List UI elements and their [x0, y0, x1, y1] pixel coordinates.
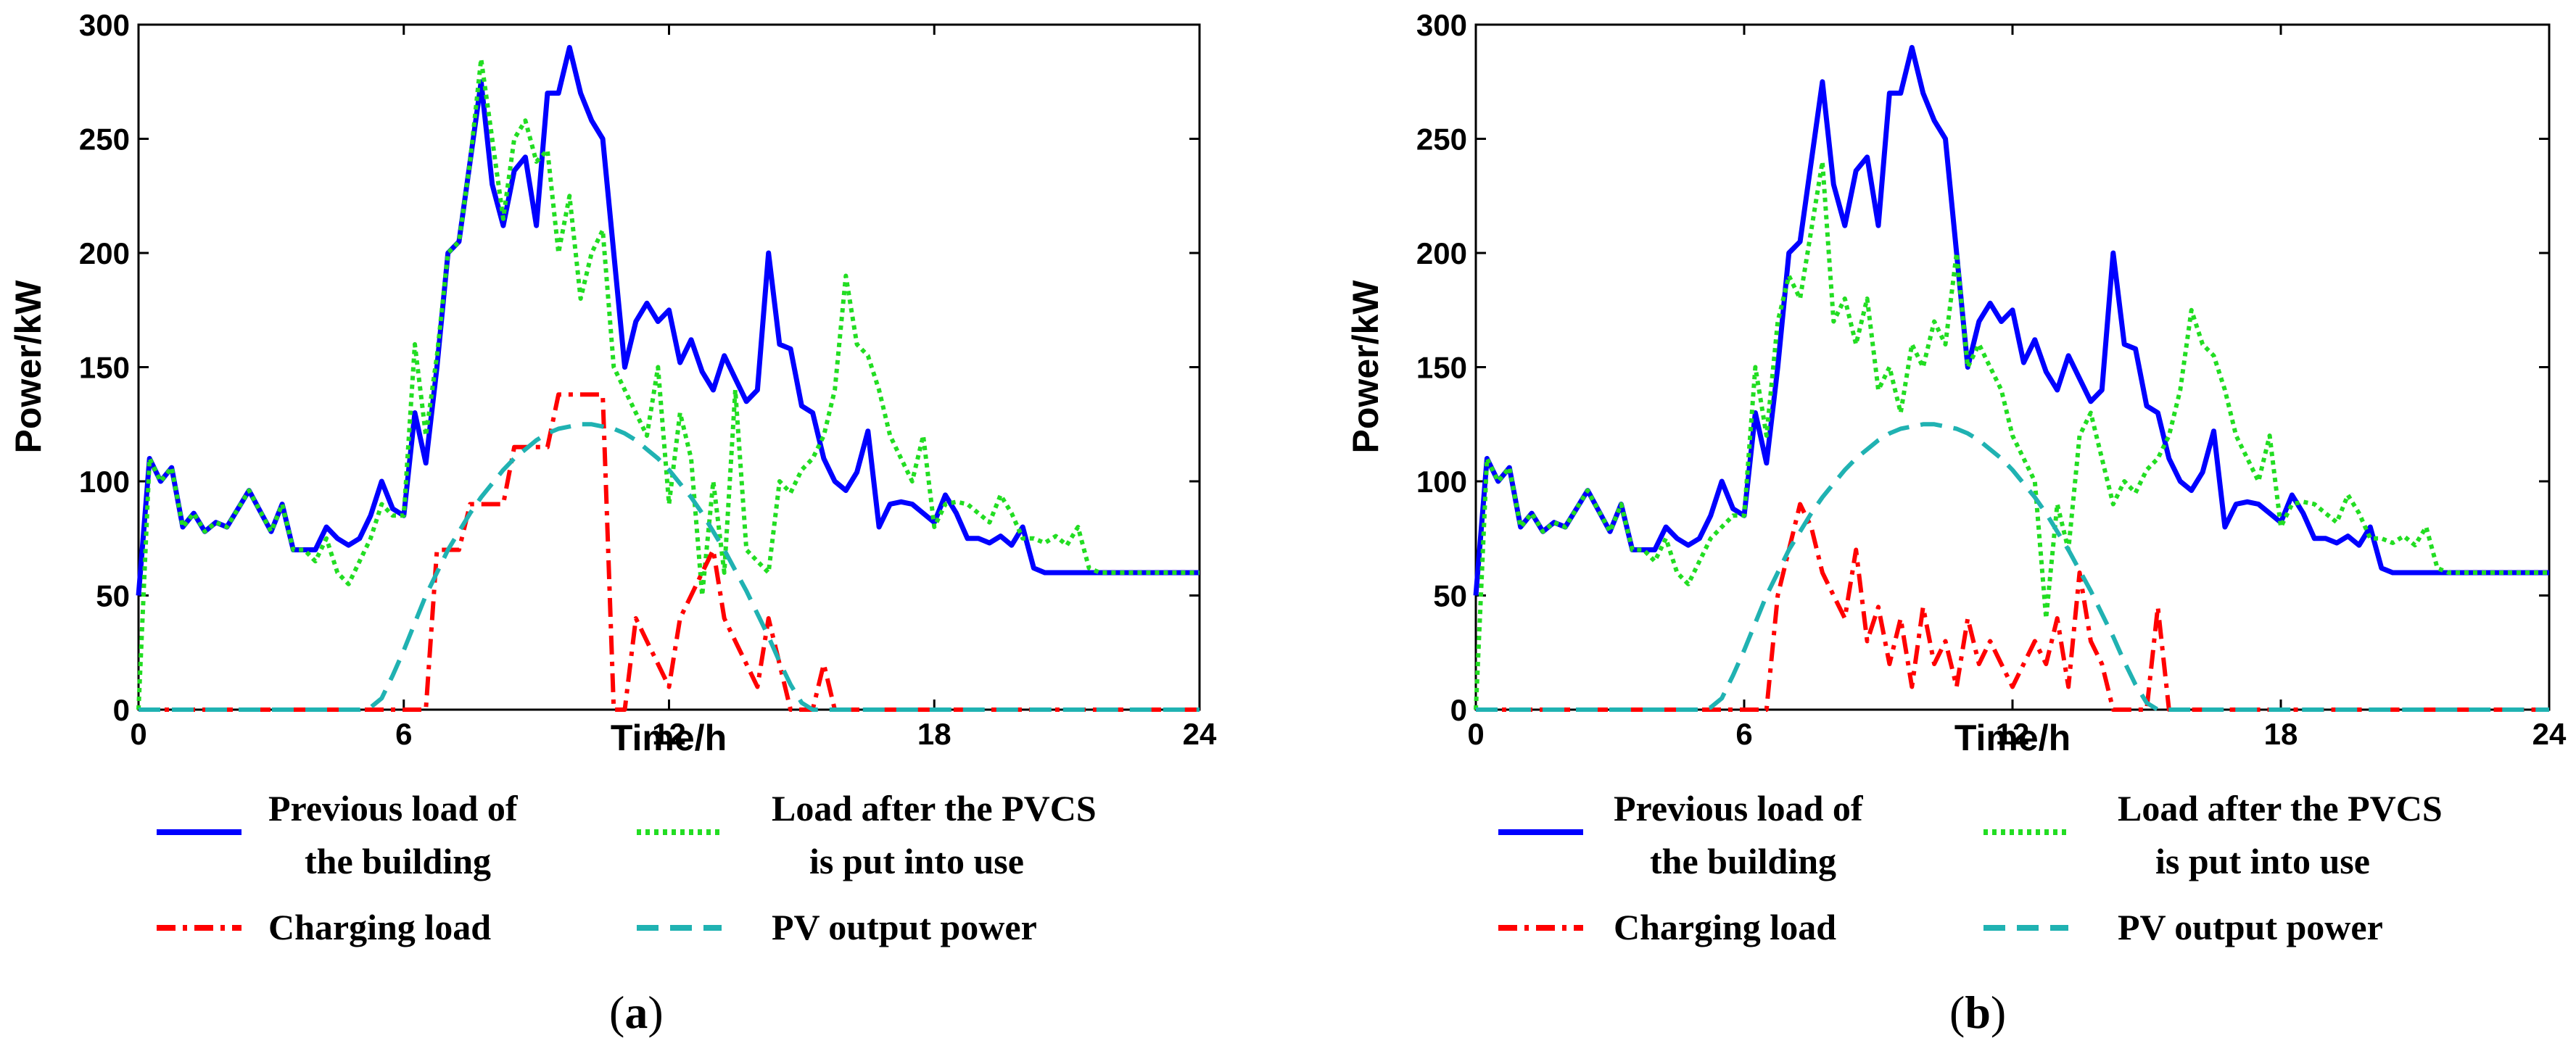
panel-b-xtick-label-0: 0 [1467, 717, 1484, 751]
panel-a-xtick-label-0: 0 [130, 717, 146, 751]
panel-a-ytick-label-3: 150 [79, 351, 130, 385]
legend-b-load-after-line2: is put into use [2155, 841, 2370, 881]
legend-a-pv-label: PV output power [772, 907, 1037, 947]
panel-b-ticks [1474, 23, 2551, 711]
panel-b-xtick-label-2: 12 [1996, 717, 2030, 751]
panel-b: 0 6 12 18 24 0 50 100 150 200 250 300 Time/h Power/… [1345, 8, 2567, 758]
panel-a-xtick-label-2: 12 [652, 717, 686, 751]
panel-b-series-previous-load [1473, 45, 2549, 596]
panel-b-ytick-label-1: 50 [1433, 579, 1467, 613]
panel-b-xtick-label-3: 18 [2264, 717, 2298, 751]
panel-a-ytick-label-0: 0 [113, 693, 130, 727]
legend-a-previous-load-line2: the building [305, 841, 491, 881]
panel-a-ytick-label-2: 100 [79, 465, 130, 499]
panel-a-ytick-label-1: 50 [96, 579, 130, 613]
panel-b-series-load-after-pvcs [1474, 159, 2549, 710]
panel-b-xtick-label-1: 6 [1735, 717, 1752, 751]
panel-a-xtick-label-1: 6 [395, 717, 412, 751]
panel-a-label: (a) [609, 987, 664, 1038]
legend-b-previous-load-line1: Previous load of [1614, 788, 1864, 829]
legend-a-load-after-line2: is put into use [809, 841, 1024, 881]
panel-a-ticks [137, 23, 1201, 711]
panel-b-ytick-label-0: 0 [1450, 693, 1467, 727]
panel-a-xlabel: Time/h [611, 718, 727, 758]
legend-b-charging-label: Charging load [1614, 907, 1836, 947]
panel-a-legend: Previous load of the building Load after… [157, 788, 1097, 947]
panel-a-series [136, 45, 1200, 712]
panel-b-series-charging-load [1476, 502, 2549, 712]
panel-a-plot-area [137, 23, 1201, 711]
panel-a-ylabel: Power/kW [8, 280, 49, 454]
legend-b-previous-load-line2: the building [1650, 841, 1836, 881]
panel-a-ytick-label-4: 200 [79, 236, 130, 270]
legend-b-pv-label: PV output power [2118, 907, 2383, 947]
panel-b-plot-area [1474, 23, 2551, 711]
panel-a-series-load-after-pvcs [136, 57, 1200, 710]
panel-a-series-pv-output [139, 422, 1200, 712]
panel-b-tick-labels: 0 6 12 18 24 0 50 100 150 200 250 300 [1416, 8, 2567, 751]
panel-a-tick-labels: 0 6 12 18 24 0 50 100 150 200 250 300 [79, 8, 1217, 751]
panel-b-ytick-label-6: 300 [1416, 8, 1467, 42]
panel-b-legend: Previous load of the building Load after… [1498, 788, 2443, 947]
panel-b-xlabel: Time/h [1954, 718, 2071, 758]
panel-b-ytick-label-2: 100 [1416, 465, 1467, 499]
panel-b-series [1473, 45, 2549, 712]
panel-b-ytick-label-4: 200 [1416, 236, 1467, 270]
panel-a-series-charging-load [139, 392, 1200, 712]
panel-a-series-previous-load [136, 45, 1200, 596]
panel-b-ytick-label-3: 150 [1416, 351, 1467, 385]
legend-a-load-after-line1: Load after the PVCS [772, 788, 1097, 829]
panel-a-xtick-label-3: 18 [917, 717, 951, 751]
panel-a-xtick-label-4: 24 [1183, 717, 1217, 751]
panel-b-ylabel: Power/kW [1345, 280, 1386, 454]
panel-a-ytick-label-6: 300 [79, 8, 130, 42]
legend-b-load-after-line1: Load after the PVCS [2118, 788, 2443, 829]
panel-b-xtick-label-4: 24 [2532, 717, 2567, 751]
legend-a-previous-load-line1: Previous load of [268, 788, 519, 829]
panel-b-ytick-label-5: 250 [1416, 123, 1467, 157]
panel-a-ytick-label-5: 250 [79, 123, 130, 157]
panel-b-label: (b) [1949, 987, 2006, 1038]
panel-b-series-pv-output [1476, 422, 2549, 712]
panel-a: 0 6 12 18 24 0 50 100 150 200 250 300 Time/h Power/… [8, 8, 1217, 758]
legend-a-charging-label: Charging load [268, 907, 491, 947]
